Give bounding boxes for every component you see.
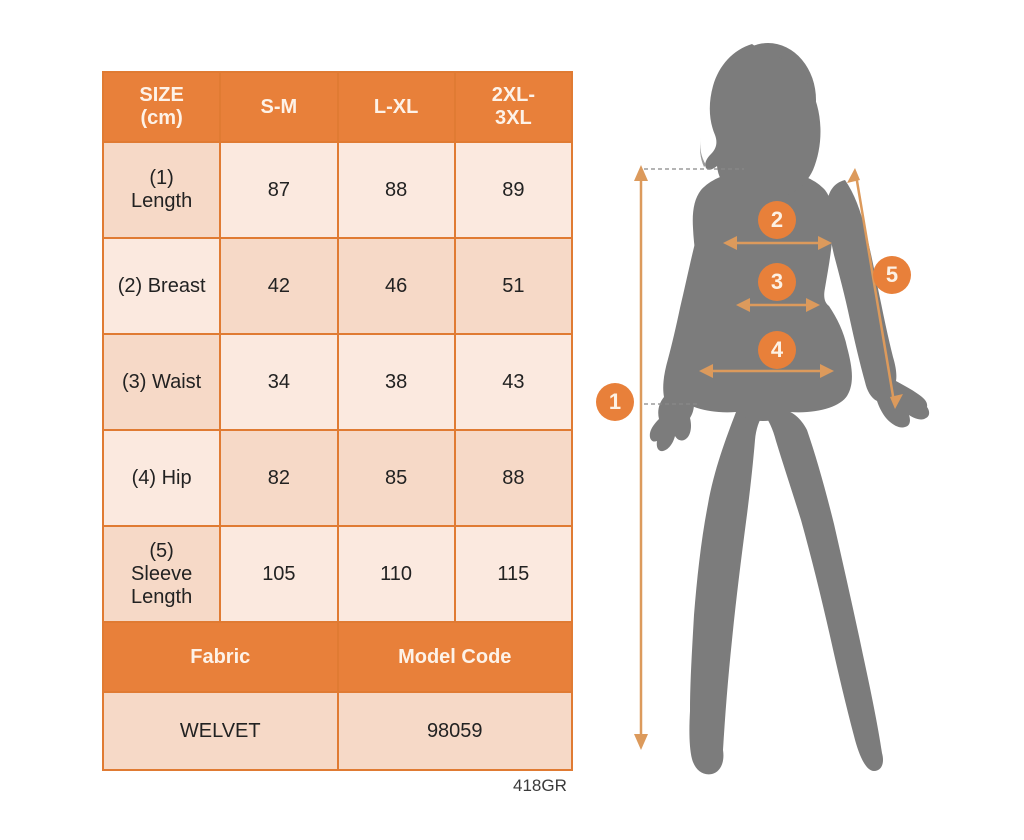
svg-text:1: 1 <box>609 389 621 414</box>
svg-text:5: 5 <box>886 262 898 287</box>
svg-text:4: 4 <box>771 337 784 362</box>
svg-text:2: 2 <box>771 207 783 232</box>
svg-text:3: 3 <box>771 269 783 294</box>
